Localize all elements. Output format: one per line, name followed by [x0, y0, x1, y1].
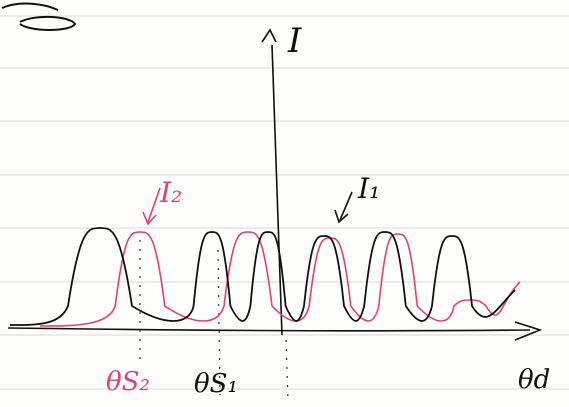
- angle-label: θS₂: [106, 367, 150, 397]
- x-axis-label: θd: [518, 365, 550, 395]
- curve-label: I₂: [159, 176, 182, 209]
- curve-label: I₁: [357, 172, 380, 205]
- arrow-i1: [335, 192, 352, 222]
- axis-arrowhead: [262, 30, 276, 42]
- guide-line: [286, 340, 288, 400]
- y-axis: [272, 45, 282, 335]
- paper-lines: [0, 16, 569, 389]
- x-axis: [8, 322, 540, 340]
- curve-i1: [10, 228, 515, 325]
- angle-label: θS₁: [194, 369, 238, 399]
- y-axis-label: I: [287, 21, 302, 61]
- arrow-i2: [143, 188, 160, 224]
- sketch: I I₂ I₁ θS₂ θS₁ θd: [0, 0, 569, 407]
- scribble: [2, 4, 75, 30]
- page: I I₂ I₁ θS₂ θS₁ θd (() => { const data =…: [0, 0, 569, 407]
